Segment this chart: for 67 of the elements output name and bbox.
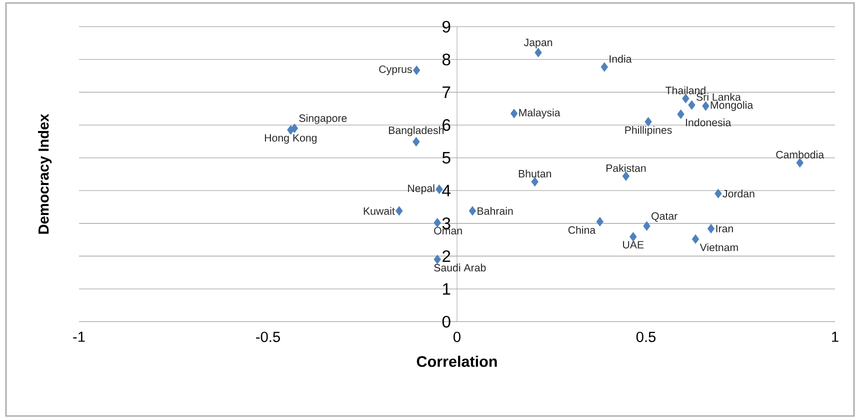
point <box>434 254 441 264</box>
y-tick-label: 3 <box>442 217 450 230</box>
annotation: Bhutan <box>518 170 552 178</box>
y-tick-label: 6 <box>442 119 450 131</box>
annotation: Iran <box>716 224 733 232</box>
annotation: Singapore <box>299 114 347 124</box>
x-tick-label: -0.5 <box>256 332 280 342</box>
point <box>630 232 637 242</box>
annotation: Sri Lanka <box>696 92 741 101</box>
point <box>468 206 476 216</box>
x-tick-label: 0 <box>454 332 460 342</box>
annotation: Mongolia <box>710 101 754 111</box>
annotation: Kuwait <box>364 206 395 215</box>
y-tick-label: 0 <box>442 316 450 328</box>
annotation: UAE <box>623 241 644 248</box>
x-tick-label: 0.5 <box>636 332 656 342</box>
point <box>677 110 684 119</box>
y-tick-label: 4 <box>442 184 450 196</box>
annotation: Hong Kong <box>264 134 317 144</box>
annotation: China <box>568 226 596 234</box>
y-axis-title: Democracy Index <box>38 114 52 234</box>
point <box>692 234 700 244</box>
annotation: Nepal <box>408 184 434 194</box>
point <box>643 221 650 231</box>
annotation: Malaysia <box>519 108 560 119</box>
y-tick-label: 9 <box>442 20 450 33</box>
point <box>531 177 538 186</box>
annotation: Japan <box>524 38 552 48</box>
annotation: Cyprus <box>379 65 412 76</box>
x-axis-title: Correlation <box>416 356 497 367</box>
point <box>596 217 604 226</box>
annotation: Qatar <box>652 212 678 222</box>
point <box>796 158 804 168</box>
point <box>412 66 420 75</box>
annotation: Vietnam <box>700 243 738 252</box>
y-tick-label: 8 <box>442 54 450 66</box>
point <box>702 101 710 111</box>
annotation: Bahrain <box>478 206 513 215</box>
point <box>434 218 441 228</box>
x-tick-label: -1 <box>73 332 85 342</box>
point <box>682 94 690 104</box>
annotation: India <box>610 54 632 63</box>
y-tick-label: 1 <box>443 283 450 295</box>
y-tick-label: 5 <box>442 152 450 164</box>
x-tick-label: 1 <box>832 332 838 342</box>
annotation: Phillipines <box>625 126 672 136</box>
point <box>510 108 518 118</box>
annotation: Bangladesh <box>388 126 444 136</box>
annotation: Pakistan <box>606 164 646 172</box>
annotation: Indonesia <box>686 118 732 126</box>
y-tick-label: 7 <box>442 86 450 98</box>
point <box>622 171 630 181</box>
point <box>534 48 542 58</box>
annotation: Jordan <box>722 190 754 198</box>
annotation: Oman <box>434 226 462 234</box>
annotation: Saudi Arab <box>434 264 486 272</box>
point <box>714 188 722 198</box>
point <box>287 125 294 135</box>
point <box>688 100 696 110</box>
annotation: Cambodia <box>776 150 824 158</box>
y-tick-label: 2 <box>442 250 450 262</box>
annotation: Thailand <box>666 86 706 94</box>
point <box>600 62 608 72</box>
point <box>707 224 715 234</box>
point <box>412 137 420 146</box>
point <box>396 206 403 216</box>
point <box>644 117 652 126</box>
